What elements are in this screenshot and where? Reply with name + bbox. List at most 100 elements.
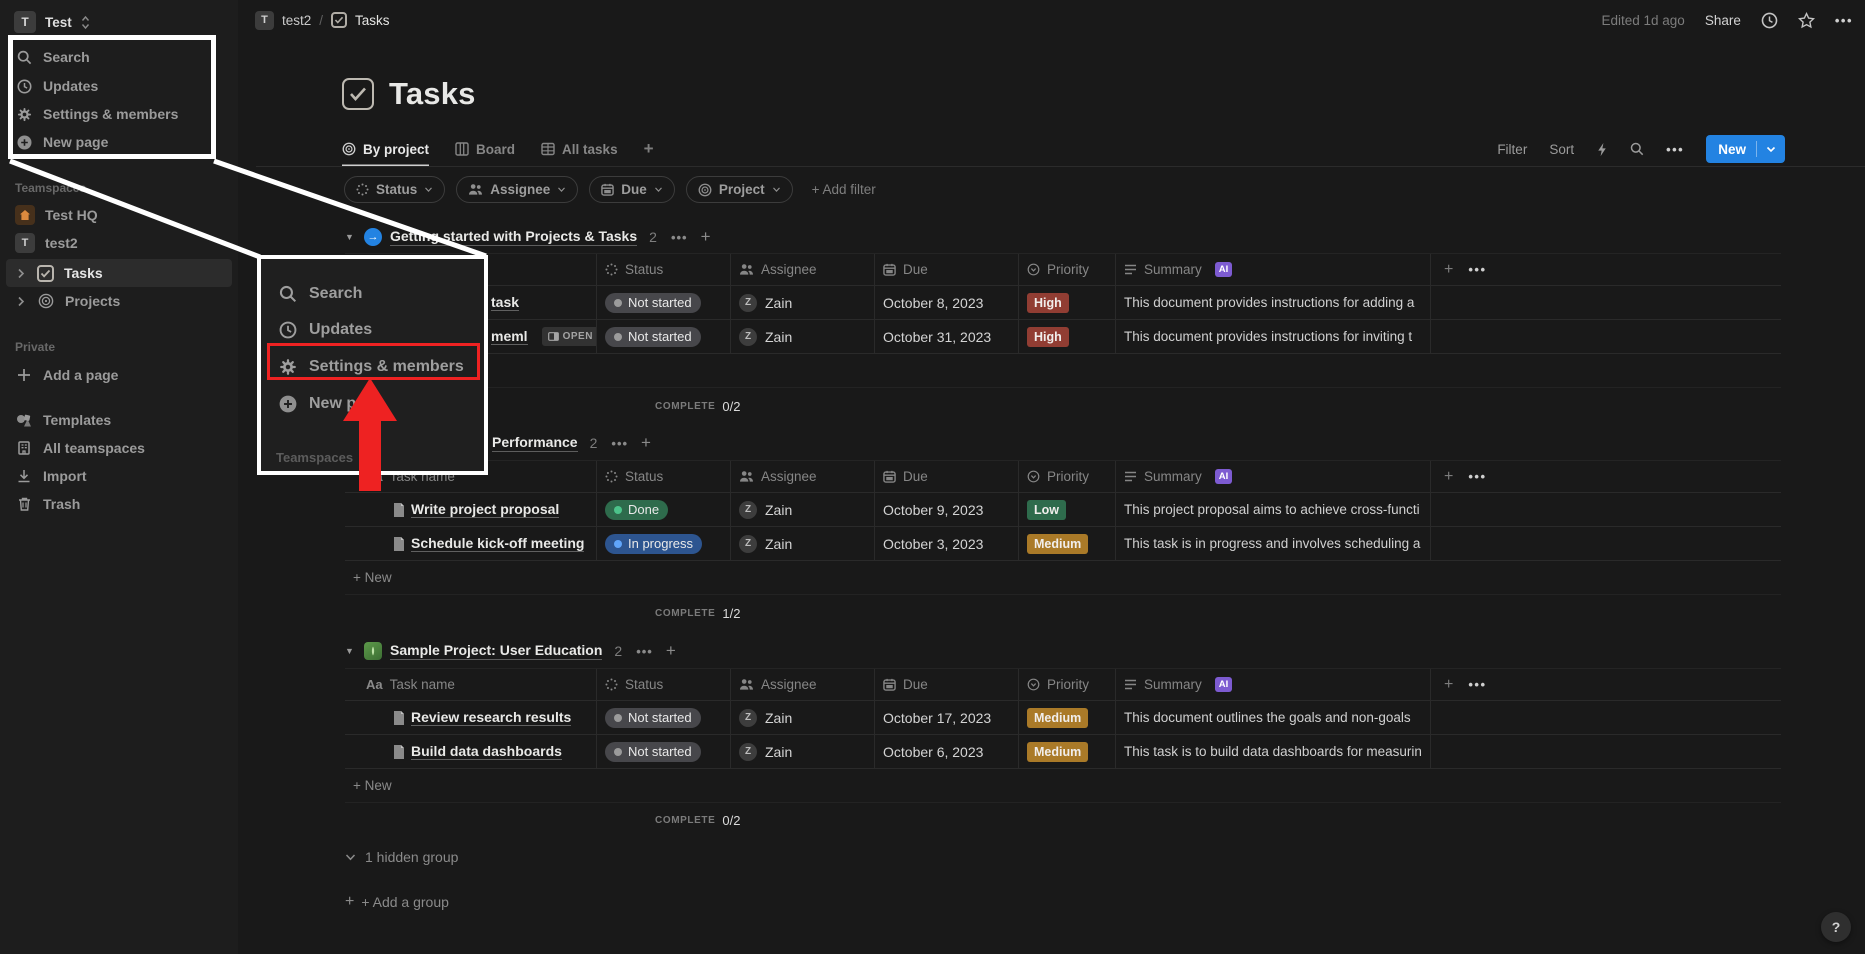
add-filter-button[interactable]: + Add filter bbox=[812, 182, 876, 197]
column-assignee[interactable]: Assignee bbox=[731, 254, 875, 285]
column-status[interactable]: Status bbox=[597, 669, 731, 700]
sort-button[interactable]: Sort bbox=[1549, 142, 1574, 157]
table-row[interactable]: memlOPEN Not started ZZain October 31, 2… bbox=[345, 320, 1781, 354]
column-summary[interactable]: SummaryAI bbox=[1116, 461, 1431, 492]
history-clock-icon[interactable] bbox=[1761, 12, 1778, 29]
table-row[interactable]: Schedule kick-off meeting In progress ZZ… bbox=[345, 527, 1781, 561]
more-options-button[interactable]: ••• bbox=[1835, 13, 1853, 28]
view-more-button[interactable]: ••• bbox=[1666, 142, 1684, 157]
summary-cell[interactable]: This project proposal aims to achieve cr… bbox=[1116, 493, 1431, 526]
assignee-cell[interactable]: ZZain bbox=[731, 735, 875, 768]
status-badge[interactable]: Not started bbox=[605, 708, 701, 728]
filter-chip-assignee[interactable]: Assignee bbox=[456, 176, 578, 203]
chevron-right-icon[interactable] bbox=[15, 296, 27, 307]
help-button[interactable]: ? bbox=[1821, 912, 1851, 942]
summary-cell[interactable]: This task is to build data dashboards fo… bbox=[1116, 735, 1431, 768]
summary-cell[interactable]: This document outlines the goals and non… bbox=[1116, 701, 1431, 734]
group-add-button[interactable]: + bbox=[701, 227, 711, 247]
table-more-button[interactable]: ••• bbox=[1468, 262, 1486, 277]
add-column-button[interactable]: + bbox=[1444, 261, 1453, 279]
task-name[interactable]: Schedule kick-off meeting bbox=[411, 535, 584, 552]
column-task-name[interactable]: AaTask name bbox=[345, 669, 597, 700]
column-priority[interactable]: Priority bbox=[1019, 669, 1116, 700]
table-row[interactable]: Write project proposal Done ZZain Octobe… bbox=[345, 493, 1781, 527]
group-more-button[interactable]: ••• bbox=[671, 230, 688, 245]
share-button[interactable]: Share bbox=[1705, 13, 1741, 28]
priority-badge[interactable]: High bbox=[1027, 327, 1069, 347]
status-badge[interactable]: Not started bbox=[605, 742, 701, 762]
collapse-toggle-icon[interactable]: ▼ bbox=[345, 232, 357, 242]
priority-badge[interactable]: Low bbox=[1027, 500, 1066, 520]
search-icon[interactable] bbox=[1630, 142, 1644, 156]
add-column-button[interactable]: + bbox=[1444, 468, 1453, 486]
group-title[interactable]: Performance bbox=[492, 434, 578, 452]
group-add-button[interactable]: + bbox=[666, 641, 676, 661]
filter-chip-project[interactable]: Project bbox=[686, 176, 793, 203]
priority-badge[interactable]: Medium bbox=[1027, 534, 1088, 554]
group-title[interactable]: Getting started with Projects & Tasks bbox=[390, 228, 637, 246]
column-assignee[interactable]: Assignee bbox=[731, 461, 875, 492]
sidebar-item-templates[interactable]: Templates bbox=[6, 406, 232, 434]
open-page-button[interactable]: OPEN bbox=[542, 327, 597, 346]
assignee-cell[interactable]: ZZain bbox=[731, 493, 875, 526]
chevron-down-icon[interactable] bbox=[1757, 146, 1785, 153]
collapse-toggle-icon[interactable]: ▼ bbox=[345, 646, 357, 656]
workspace-switcher[interactable]: T Test bbox=[10, 8, 94, 36]
new-button[interactable]: New bbox=[1706, 135, 1785, 163]
sidebar-item-trash[interactable]: Trash bbox=[6, 490, 232, 518]
tab-board[interactable]: Board bbox=[455, 131, 515, 167]
status-badge[interactable]: Not started bbox=[605, 293, 701, 313]
priority-badge[interactable]: Medium bbox=[1027, 742, 1088, 762]
group-more-button[interactable]: ••• bbox=[611, 436, 628, 451]
callout-item-search[interactable]: Search bbox=[261, 277, 484, 311]
assignee-cell[interactable]: ZZain bbox=[731, 527, 875, 560]
task-name[interactable]: meml bbox=[491, 328, 528, 345]
priority-badge[interactable]: High bbox=[1027, 293, 1069, 313]
sidebar-item-add-page[interactable]: Add a page bbox=[6, 361, 232, 389]
table-row[interactable]: Review research results Not started ZZai… bbox=[345, 701, 1781, 735]
column-assignee[interactable]: Assignee bbox=[731, 669, 875, 700]
group-add-button[interactable]: + bbox=[641, 433, 651, 453]
sidebar-item-tasks[interactable]: Tasks bbox=[6, 259, 232, 287]
tab-by-project[interactable]: By project bbox=[342, 131, 429, 167]
due-date-cell[interactable]: October 3, 2023 bbox=[875, 527, 1019, 560]
sidebar-item-test-hq[interactable]: Test HQ bbox=[6, 201, 232, 229]
assignee-cell[interactable]: ZZain bbox=[731, 320, 875, 353]
task-name[interactable]: Review research results bbox=[411, 709, 571, 726]
assignee-cell[interactable]: ZZain bbox=[731, 701, 875, 734]
tab-all-tasks[interactable]: All tasks bbox=[541, 131, 618, 167]
breadcrumb-item-test2[interactable]: test2 bbox=[282, 13, 311, 28]
table-more-button[interactable]: ••• bbox=[1468, 677, 1486, 692]
priority-badge[interactable]: Medium bbox=[1027, 708, 1088, 728]
filter-chip-status[interactable]: Status bbox=[344, 176, 445, 203]
favorite-star-icon[interactable] bbox=[1798, 12, 1815, 29]
chevron-right-icon[interactable] bbox=[15, 268, 27, 279]
breadcrumb-item-tasks[interactable]: Tasks bbox=[355, 13, 390, 28]
status-badge[interactable]: In progress bbox=[605, 534, 702, 554]
column-summary[interactable]: SummaryAI bbox=[1116, 669, 1431, 700]
due-date-cell[interactable]: October 17, 2023 bbox=[875, 701, 1019, 734]
due-date-cell[interactable]: October 8, 2023 bbox=[875, 286, 1019, 319]
sidebar-item-test2[interactable]: T test2 bbox=[6, 229, 232, 257]
column-due[interactable]: Due bbox=[875, 461, 1019, 492]
due-date-cell[interactable]: October 9, 2023 bbox=[875, 493, 1019, 526]
table-row[interactable]: task Not started ZZain October 8, 2023 H… bbox=[345, 286, 1781, 320]
add-row-button[interactable]: + New bbox=[345, 561, 1781, 595]
due-date-cell[interactable]: October 6, 2023 bbox=[875, 735, 1019, 768]
group-title[interactable]: Sample Project: User Education bbox=[390, 642, 602, 660]
table-more-button[interactable]: ••• bbox=[1468, 469, 1486, 484]
sidebar-item-projects[interactable]: Projects bbox=[6, 287, 232, 315]
status-badge[interactable]: Done bbox=[605, 500, 668, 520]
add-row-button[interactable]: + New bbox=[345, 354, 1781, 388]
filter-chip-due[interactable]: Due bbox=[589, 176, 675, 203]
column-due[interactable]: Due bbox=[875, 669, 1019, 700]
add-group-button[interactable]: + + Add a group bbox=[345, 888, 449, 916]
sidebar-item-all-teamspaces[interactable]: All teamspaces bbox=[6, 434, 232, 462]
task-name[interactable]: Build data dashboards bbox=[411, 743, 562, 760]
column-priority[interactable]: Priority bbox=[1019, 254, 1116, 285]
task-name[interactable]: Write project proposal bbox=[411, 501, 559, 518]
due-date-cell[interactable]: October 31, 2023 bbox=[875, 320, 1019, 353]
group-more-button[interactable]: ••• bbox=[636, 644, 653, 659]
hidden-group-toggle[interactable]: 1 hidden group bbox=[345, 843, 458, 871]
summary-cell[interactable]: This document provides instructions for … bbox=[1116, 286, 1431, 319]
